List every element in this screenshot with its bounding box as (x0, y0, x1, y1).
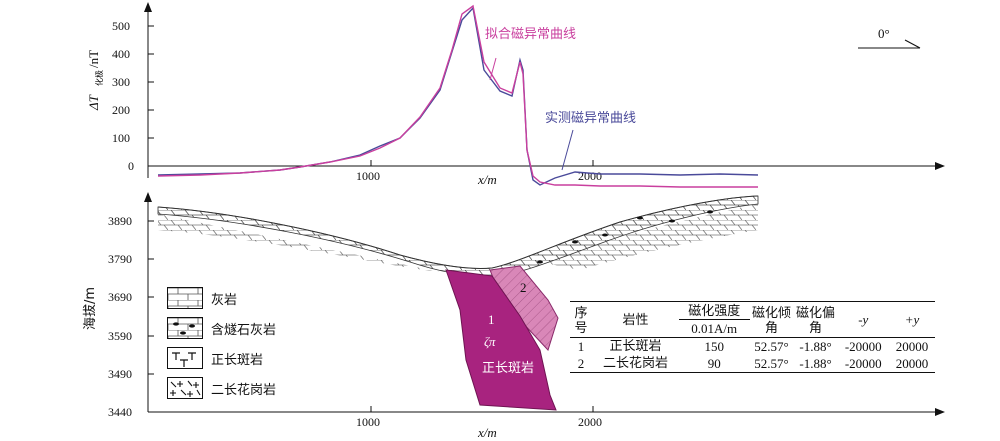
cell-pos-y: 20000 (888, 355, 935, 373)
chert-nodules (537, 210, 713, 264)
y-axis-label-upper: ΔT 化极 /nT (86, 50, 104, 111)
y-tick-500: 500 (112, 19, 130, 33)
legend-label: 灰岩 (211, 292, 238, 308)
svg-text:ΔT: ΔT (86, 94, 101, 111)
body-1-symbol: ζπ (484, 334, 496, 349)
svg-text:化极: 化极 (94, 70, 104, 86)
lower-axes (144, 192, 945, 416)
angle-symbol-icon (858, 39, 921, 49)
upper-axes (144, 2, 945, 178)
x-tick-2000-upper: 2000 (578, 169, 602, 183)
y-axis-label-lower: 海拔/m (83, 287, 98, 330)
y-tick-200: 200 (112, 103, 130, 117)
table-row: 2 二长花岗岩 90 52.57° -1.88° -20000 20000 (570, 355, 935, 373)
y-tick-3440: 3440 (108, 405, 132, 419)
body-2-label: 2 (520, 280, 527, 295)
cell-inclination: 52.57° (754, 339, 789, 354)
col-declination-header: 磁化偏角 (793, 301, 838, 338)
cell-rock: 二长花岗岩 (592, 355, 679, 373)
legend-item-two-mica-granite: 二长花岗岩 (167, 373, 276, 403)
cell-intensity: 90 (678, 355, 750, 373)
y-tick-0: 0 (128, 159, 134, 173)
fit-curve-label: 拟合磁异常曲线 (485, 27, 576, 42)
y-tick-300: 300 (112, 75, 130, 89)
fit-label-leader (489, 57, 497, 81)
chert-limestone-pattern-icon (167, 317, 203, 339)
cell-inclination: 52.57° (749, 355, 794, 373)
limestone-lower-band (158, 214, 440, 272)
col-pos-y-header: +y (888, 301, 935, 338)
legend-label: 含燧石灰岩 (211, 322, 277, 338)
legend-item-chert-limestone: 含燧石灰岩 (167, 313, 276, 343)
two-mica-granite-pattern-icon (167, 377, 203, 399)
col-intensity-header: 磁化强度 (678, 301, 750, 320)
cell-neg-y: -20000 (837, 355, 889, 373)
ground-surface-line (157, 195, 759, 269)
y-tick-3790: 3790 (108, 252, 132, 266)
cell-rock: 正长斑岩 (609, 339, 662, 354)
measured-curve (157, 6, 759, 186)
cell-declination: -1.88° (799, 339, 832, 354)
limestone-pattern-icon (167, 287, 203, 309)
cell-neg-y: -20000 (844, 339, 882, 354)
angle-label: 0° (878, 26, 890, 41)
svg-text:海拔/m: 海拔/m (83, 287, 98, 330)
x-axis-label-upper: x/m (477, 172, 497, 187)
syenite-porphyry-pattern-icon (167, 347, 203, 369)
cell-no: 1 (577, 339, 585, 354)
col-inclination-header: 磁化倾角 (749, 301, 794, 338)
body-1-syenite-porphyry (445, 269, 557, 411)
x-tick-1000-upper: 1000 (356, 169, 380, 183)
table-row: 1 正长斑岩 150 52.57° -1.88° -20000 20000 (570, 338, 935, 356)
cell-no: 2 (570, 355, 592, 373)
x-tick-1000-lower: 1000 (356, 415, 380, 429)
cell-intensity: 150 (704, 339, 724, 354)
y-tick-3490: 3490 (108, 367, 132, 381)
cell-pos-y: 20000 (895, 339, 929, 354)
measured-curve-label: 实测磁异常曲线 (545, 111, 636, 126)
y-tick-400: 400 (112, 47, 130, 61)
y-tick-3590: 3590 (108, 329, 132, 343)
measured-label-leader (561, 129, 574, 171)
limestone-right-band (540, 204, 758, 270)
col-rock-header: 岩性 (592, 301, 679, 338)
col-neg-y-header: -y (837, 301, 889, 338)
cell-declination: -1.88° (793, 355, 838, 373)
svg-text:/nT: /nT (86, 50, 101, 68)
body-2-hatch (490, 266, 558, 350)
parameter-table: 序号 岩性 磁化强度 磁化倾角 磁化偏角 -y +y 0.01A/m 1 正长斑… (570, 301, 935, 373)
legend-item-syenite-porphyry: 正长斑岩 (167, 343, 276, 373)
col-no-header: 序号 (570, 301, 592, 338)
legend-item-limestone: 灰岩 (167, 283, 276, 313)
fit-curve (157, 4, 758, 188)
y-tick-100: 100 (112, 131, 130, 145)
legend: 灰岩 含燧石灰岩 正长斑岩 二长花岗岩 (167, 283, 276, 403)
body-1-name: 正长斑岩 (482, 361, 534, 376)
body-1-number: 1 (488, 312, 495, 327)
x-tick-2000-lower: 2000 (578, 415, 602, 429)
y-tick-3690: 3690 (108, 290, 132, 304)
legend-label: 二长花岗岩 (211, 382, 277, 398)
x-axis-label-lower: x/m (477, 425, 497, 440)
y-tick-3890: 3890 (108, 214, 132, 228)
legend-label: 正长斑岩 (211, 352, 264, 368)
col-intensity-unit: 0.01A/m (678, 319, 750, 338)
